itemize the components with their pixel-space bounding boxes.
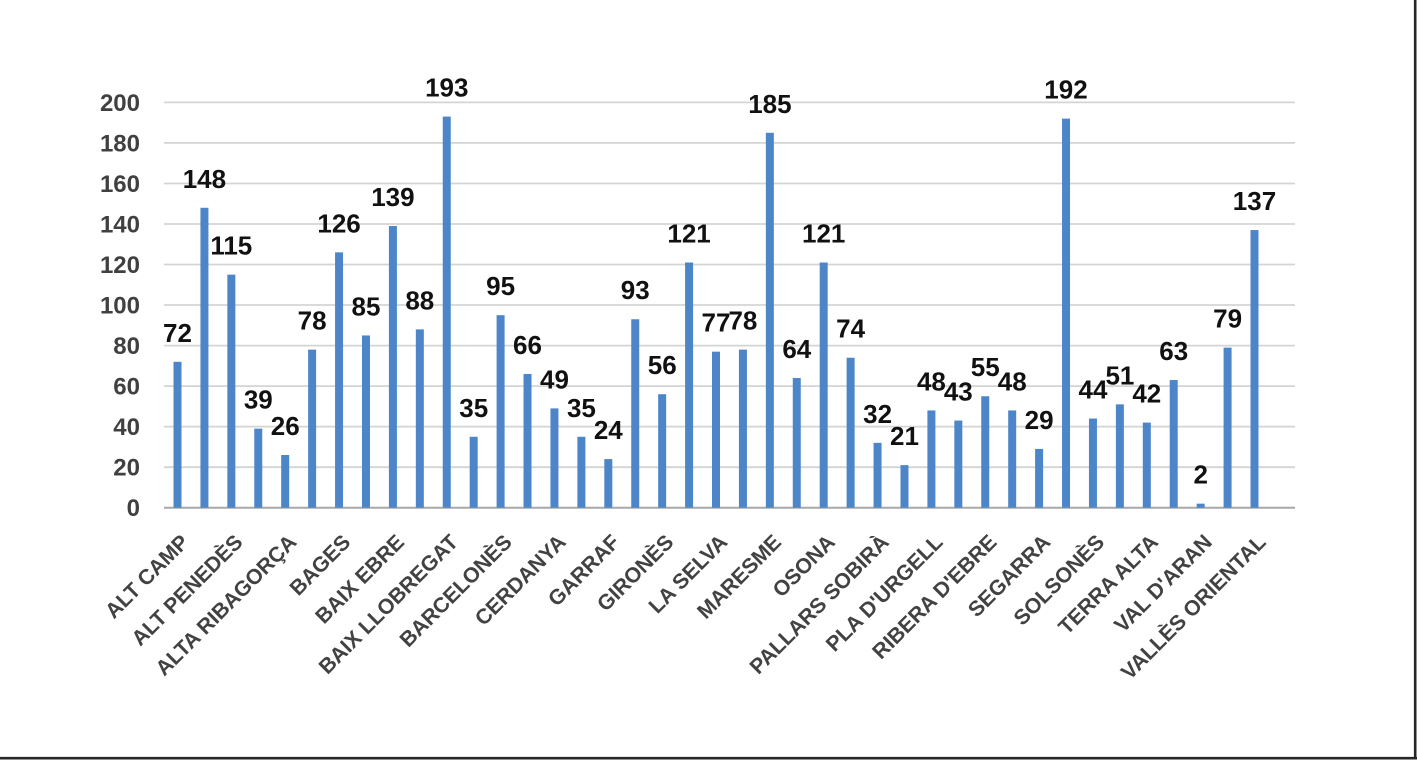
svg-text:120: 120 — [100, 252, 140, 279]
svg-text:24: 24 — [594, 415, 623, 445]
svg-text:44: 44 — [1079, 375, 1108, 405]
svg-text:48: 48 — [998, 366, 1027, 396]
svg-text:35: 35 — [459, 393, 488, 423]
svg-text:192: 192 — [1044, 75, 1087, 105]
svg-text:63: 63 — [1159, 336, 1188, 366]
svg-text:29: 29 — [1025, 405, 1054, 435]
svg-text:32: 32 — [863, 399, 892, 429]
svg-text:78: 78 — [728, 306, 757, 336]
svg-text:80: 80 — [113, 333, 140, 360]
svg-text:140: 140 — [100, 212, 140, 239]
svg-text:126: 126 — [317, 208, 360, 238]
svg-text:35: 35 — [567, 393, 596, 423]
svg-text:185: 185 — [748, 89, 791, 119]
svg-text:49: 49 — [540, 364, 569, 394]
svg-text:77: 77 — [702, 308, 731, 338]
svg-text:21: 21 — [890, 421, 919, 451]
svg-text:85: 85 — [352, 291, 381, 321]
svg-text:39: 39 — [244, 385, 273, 415]
svg-text:43: 43 — [944, 377, 973, 407]
svg-text:20: 20 — [113, 455, 140, 482]
svg-text:0: 0 — [127, 495, 140, 522]
svg-text:40: 40 — [113, 414, 140, 441]
svg-text:2: 2 — [1193, 460, 1207, 490]
svg-text:95: 95 — [486, 271, 515, 301]
svg-text:51: 51 — [1105, 360, 1134, 390]
svg-text:121: 121 — [802, 219, 845, 249]
svg-text:56: 56 — [648, 350, 677, 380]
svg-text:148: 148 — [183, 164, 226, 194]
svg-text:72: 72 — [163, 318, 192, 348]
svg-text:160: 160 — [100, 171, 140, 198]
svg-text:200: 200 — [100, 90, 140, 117]
svg-text:115: 115 — [210, 231, 252, 261]
svg-text:137: 137 — [1233, 186, 1276, 216]
svg-text:78: 78 — [298, 306, 327, 336]
svg-text:180: 180 — [100, 130, 140, 157]
svg-text:64: 64 — [782, 334, 811, 364]
svg-text:88: 88 — [405, 285, 434, 315]
svg-text:66: 66 — [513, 330, 542, 360]
svg-text:193: 193 — [425, 73, 468, 103]
svg-text:55: 55 — [971, 352, 1000, 382]
svg-text:42: 42 — [1132, 379, 1161, 409]
svg-text:26: 26 — [271, 411, 300, 441]
svg-text:139: 139 — [371, 182, 414, 212]
svg-text:79: 79 — [1213, 304, 1242, 334]
svg-text:74: 74 — [836, 314, 865, 344]
svg-text:48: 48 — [917, 366, 946, 396]
svg-text:100: 100 — [100, 293, 140, 320]
svg-text:60: 60 — [113, 374, 140, 401]
svg-text:93: 93 — [621, 275, 650, 305]
svg-text:121: 121 — [667, 219, 710, 249]
